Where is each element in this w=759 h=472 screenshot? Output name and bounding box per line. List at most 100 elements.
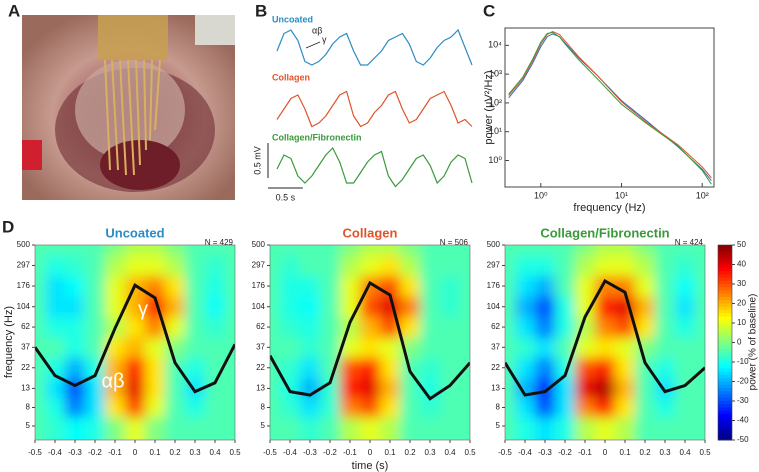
scale-label: 0.5 s: [276, 192, 296, 202]
heatmap-cell: [205, 275, 226, 297]
colorbar-cell: [718, 287, 732, 291]
heatmap-cell: [280, 255, 301, 277]
heatmap-cell: [85, 255, 106, 277]
y-tick-label: 22: [256, 363, 265, 372]
y-tick-label: 10²: [489, 97, 502, 107]
heatmap-cell: [280, 357, 301, 379]
colorbar-cell: [718, 313, 732, 317]
heatmap-cell: [85, 245, 106, 256]
heatmap-cell: [505, 275, 516, 297]
heatmap-cell: [555, 337, 576, 359]
y-tick-label: 37: [491, 342, 500, 351]
x-tick-label: -0.4: [518, 448, 532, 457]
panel-label: A: [8, 1, 20, 20]
heatmap-cell: [145, 275, 166, 297]
heatmap-cell: [45, 255, 66, 277]
n-label: N = 424: [675, 238, 704, 247]
y-tick-label: 8: [26, 403, 31, 412]
heatmap-cell: [65, 416, 86, 440]
colorbar-cell: [718, 365, 732, 369]
heatmap-cell: [440, 357, 461, 379]
heatmap-cell: [575, 255, 596, 277]
colorbar-cell: [718, 423, 732, 428]
heatmap-cell: [695, 255, 705, 277]
heatmap-cell: [615, 316, 636, 338]
heatmap-cell: [165, 316, 186, 338]
heatmap-cell: [280, 275, 301, 297]
heatmap: [35, 245, 235, 440]
colorbar-tick-label: 40: [737, 260, 746, 269]
heatmap-cell: [535, 337, 556, 359]
x-tick-label: -0.4: [48, 448, 62, 457]
heatmap-cell: [340, 378, 361, 399]
series-label: Collagen: [272, 72, 310, 82]
heatmap-cell: [555, 397, 576, 418]
colorbar-cell: [718, 427, 732, 431]
heatmap-cell: [165, 397, 186, 418]
heatmap-cell: [440, 275, 461, 297]
heatmap-cell: [655, 316, 676, 338]
y-tick-label: 37: [21, 342, 30, 351]
heatmap-cell: [105, 397, 126, 418]
waveform: [35, 283, 235, 394]
heatmap-cell: [380, 255, 401, 277]
heatmap-cell: [695, 337, 705, 359]
colorbar-cell: [718, 248, 732, 252]
heatmap-cell: [125, 316, 146, 338]
heatmap-cell: [575, 296, 596, 318]
heatmap-cell: [105, 378, 126, 399]
colorbar-cell: [718, 375, 732, 379]
spectrum-line: [508, 33, 712, 181]
x-tick-label: -0.5: [498, 448, 512, 457]
heatmap-cell: [515, 316, 536, 338]
heatmap-cell: [400, 397, 421, 418]
annotation: γ: [138, 298, 148, 320]
heatmap-cell: [145, 337, 166, 359]
heatmap-cell: [675, 378, 696, 399]
heatmap-cell: [515, 357, 536, 379]
heatmap-cell: [595, 397, 616, 418]
heatmap-cell: [515, 296, 536, 318]
heatmap-cell: [420, 296, 441, 318]
heatmap-cell: [320, 255, 341, 277]
heatmap-cell: [380, 378, 401, 399]
heatmap-cell: [225, 255, 235, 277]
colorbar-cell: [718, 329, 732, 334]
heatmap-cell: [615, 357, 636, 379]
heatmap-cell: [300, 397, 321, 418]
heatmap-cell: [280, 245, 301, 256]
heatmap-cell: [185, 337, 206, 359]
heatmap-cell: [555, 416, 576, 440]
colorbar-cell: [718, 362, 732, 366]
heatmap-cell: [360, 357, 381, 379]
heatmap-cell: [380, 357, 401, 379]
heatmap-cell: [595, 416, 616, 440]
colorbar-cell: [718, 264, 732, 269]
heatmap-cell: [515, 245, 536, 256]
heatmap-cell: [420, 245, 441, 256]
x-tick-label: 0.3: [424, 448, 436, 457]
colorbar-cell: [718, 358, 732, 363]
colorbar-cell: [718, 297, 732, 301]
heatmap-cell: [400, 316, 421, 338]
heatmap-cell: [400, 245, 421, 256]
x-tick-label: 0.1: [619, 448, 631, 457]
heatmap-cell: [165, 378, 186, 399]
heatmap-cell: [125, 416, 146, 440]
heatmap-cell: [280, 337, 301, 359]
n-label: N = 506: [440, 238, 469, 247]
heatmap-cell: [45, 275, 66, 297]
heatmap-cell: [280, 416, 301, 440]
x-tick-label: 0.2: [404, 448, 416, 457]
heatmap-cell: [35, 397, 46, 418]
heatmap-cell: [185, 255, 206, 277]
heatmap-cell: [555, 378, 576, 399]
y-tick-label: 8: [496, 403, 501, 412]
colorbar-cell: [718, 261, 732, 265]
heatmap-cell: [45, 378, 66, 399]
colorbar-cell: [718, 258, 732, 262]
heatmap-cell: [320, 316, 341, 338]
x-tick-label: 10¹: [615, 190, 628, 200]
heatmap-cell: [270, 397, 281, 418]
y-tick-label: 62: [21, 322, 30, 331]
